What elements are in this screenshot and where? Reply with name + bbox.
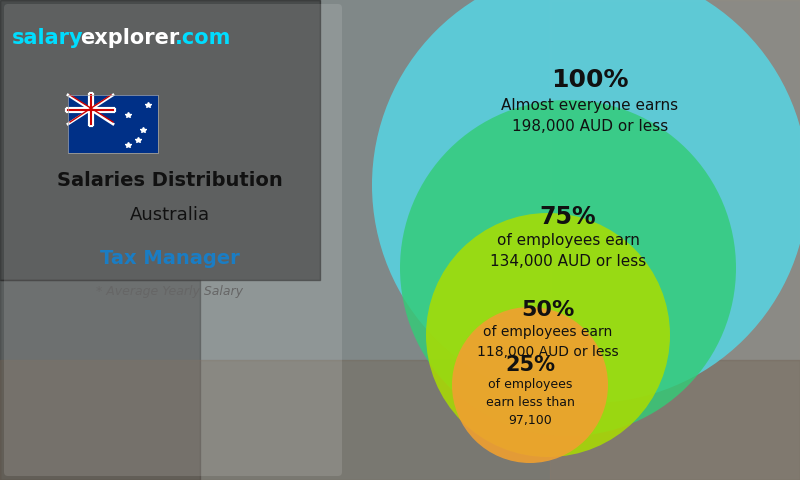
Circle shape	[372, 0, 800, 403]
Text: 75%: 75%	[540, 205, 596, 229]
Text: of employees
earn less than
97,100: of employees earn less than 97,100	[486, 378, 574, 427]
Text: salary: salary	[12, 28, 84, 48]
Bar	[68, 95, 158, 153]
FancyBboxPatch shape	[4, 4, 342, 476]
Bar	[68, 95, 158, 153]
Circle shape	[400, 100, 736, 436]
Circle shape	[452, 307, 608, 463]
Circle shape	[426, 213, 670, 457]
Text: 25%: 25%	[505, 355, 555, 375]
Text: explorer: explorer	[80, 28, 179, 48]
Text: Tax Manager: Tax Manager	[100, 249, 240, 267]
Text: .com: .com	[175, 28, 231, 48]
Text: of employees earn
118,000 AUD or less: of employees earn 118,000 AUD or less	[477, 325, 619, 359]
Text: of employees earn
134,000 AUD or less: of employees earn 134,000 AUD or less	[490, 233, 646, 269]
Text: 100%: 100%	[551, 68, 629, 92]
Text: Australia: Australia	[130, 206, 210, 224]
Text: 50%: 50%	[522, 300, 574, 320]
Text: Almost everyone earns
198,000 AUD or less: Almost everyone earns 198,000 AUD or les…	[502, 98, 678, 134]
Text: Salaries Distribution: Salaries Distribution	[57, 170, 283, 190]
Text: * Average Yearly Salary: * Average Yearly Salary	[97, 286, 243, 299]
